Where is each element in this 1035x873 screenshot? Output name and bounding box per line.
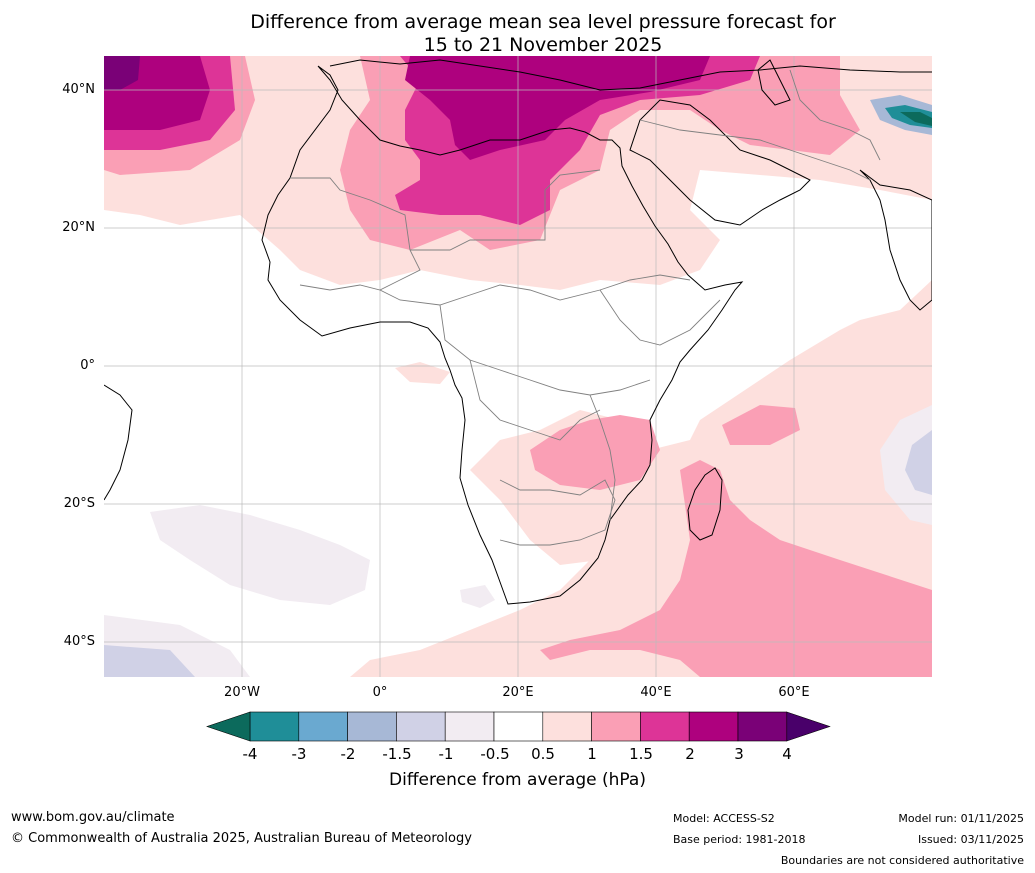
border-congo [469, 359, 601, 441]
colorbar-tick: -1 [438, 745, 454, 763]
colorbar [206, 711, 831, 742]
border-middle-east [639, 119, 871, 181]
colorbar-tick: -1.5 [382, 745, 412, 763]
india-coastline [859, 169, 932, 311]
colorbar-tick: 2 [685, 745, 695, 763]
colorbar-segment [591, 711, 641, 742]
europe-coastline [329, 59, 932, 91]
lon-label-40e: 40°E [640, 685, 672, 700]
map-title-line-1: Difference from average mean sea level p… [250, 11, 836, 33]
coastlines [104, 59, 932, 605]
lat-label-equator: 0° [80, 358, 95, 373]
caspian-sea-coastline [757, 59, 791, 106]
anomaly-zone-east-indian-ocean-slight-negative [880, 405, 932, 525]
anomaly-zone-atlantic-south-small-negative [460, 585, 495, 608]
border-horn [599, 289, 721, 346]
footer-model: Model: ACCESS-S2 [673, 812, 775, 825]
footer-issued: Issued: 03/11/2025 [917, 833, 1024, 846]
border-sahara-central [410, 169, 601, 251]
lat-label-40n: 40°N [62, 82, 95, 97]
footer-model-run: Model run: 01/11/2025 [898, 812, 1024, 825]
border-central-africa [439, 304, 651, 396]
colorbar-segment [640, 711, 690, 742]
colorbar-arrow-high [786, 711, 831, 742]
colorbar-segment [542, 711, 592, 742]
border-southern-africa [499, 479, 616, 546]
colorbar-tick: -4 [242, 745, 258, 763]
south-america-coastline [104, 384, 133, 501]
lon-label-60e: 60°E [778, 685, 810, 700]
footer-website: www.bom.gov.au/climate [11, 810, 175, 825]
colorbar-segment [347, 711, 397, 742]
anomaly-zone-indian-ocean-medium [722, 405, 800, 445]
graticule [104, 56, 932, 677]
map-title-line-2: 15 to 21 November 2025 [423, 34, 663, 56]
colorbar-tick: -2 [340, 745, 356, 763]
anomaly-zone-atlantic-darkest [104, 56, 140, 90]
anomaly-zone-south-africa-medium [530, 415, 660, 490]
lat-label-20s: 20°S [63, 496, 95, 511]
africa-coastline [261, 65, 744, 605]
anomaly-zone-madagascar-medium [540, 460, 932, 677]
colorbar-tick: 1 [587, 745, 597, 763]
colorbar-label: Difference from average (hPa) [389, 770, 646, 790]
footer-disclaimer: Boundaries are not considered authoritat… [780, 854, 1024, 867]
anomaly-zone-asia-strongest-negative [900, 112, 932, 126]
anomaly-zone-south-atlantic-slight-negative [150, 505, 370, 605]
lat-label-40s: 40°S [63, 634, 95, 649]
lon-label-20w: 20°W [224, 685, 260, 700]
colorbar-segment [688, 711, 739, 742]
colorbar-segment [249, 711, 300, 742]
anomaly-zone-southwest-negative [104, 645, 195, 677]
anomaly-zone-arabia-medium [700, 90, 860, 155]
colorbar-segment [396, 711, 446, 742]
country-borders [290, 69, 881, 546]
colorbar-tick: 3 [734, 745, 744, 763]
footer-copyright: © Commonwealth of Australia 2025, Austra… [11, 831, 472, 846]
footer-base-period: Base period: 1981-2018 [673, 833, 806, 846]
lon-label-0: 0° [372, 685, 388, 700]
madagascar-coastline [687, 467, 723, 541]
border-east-africa [589, 394, 616, 521]
colorbar-tick: 1.5 [629, 745, 653, 763]
colorbar-tick: -3 [291, 745, 307, 763]
map-area [104, 56, 932, 677]
colorbar-tick: 4 [782, 745, 792, 763]
lat-label-20n: 20°N [62, 220, 95, 235]
colorbar-segment [298, 711, 348, 742]
colorbar-segment [737, 711, 788, 742]
colorbar-segment [444, 711, 495, 742]
colorbar-tick: 0.5 [531, 745, 555, 763]
anomaly-zone-east-indian-ocean-negative [905, 430, 932, 495]
anomaly-zone-west-africa-light [395, 362, 450, 384]
arabian-peninsula-coastline [629, 99, 811, 226]
anomaly-zone-mediterranean-deep [405, 56, 710, 160]
border-iran [789, 69, 881, 161]
border-sahel [379, 274, 691, 306]
lon-label-20e: 20°E [502, 685, 534, 700]
colorbar-arrow-low [206, 711, 251, 742]
border-sahara-west [290, 177, 421, 291]
colorbar-tick: -0.5 [480, 745, 510, 763]
colorbar-segment [493, 711, 544, 742]
